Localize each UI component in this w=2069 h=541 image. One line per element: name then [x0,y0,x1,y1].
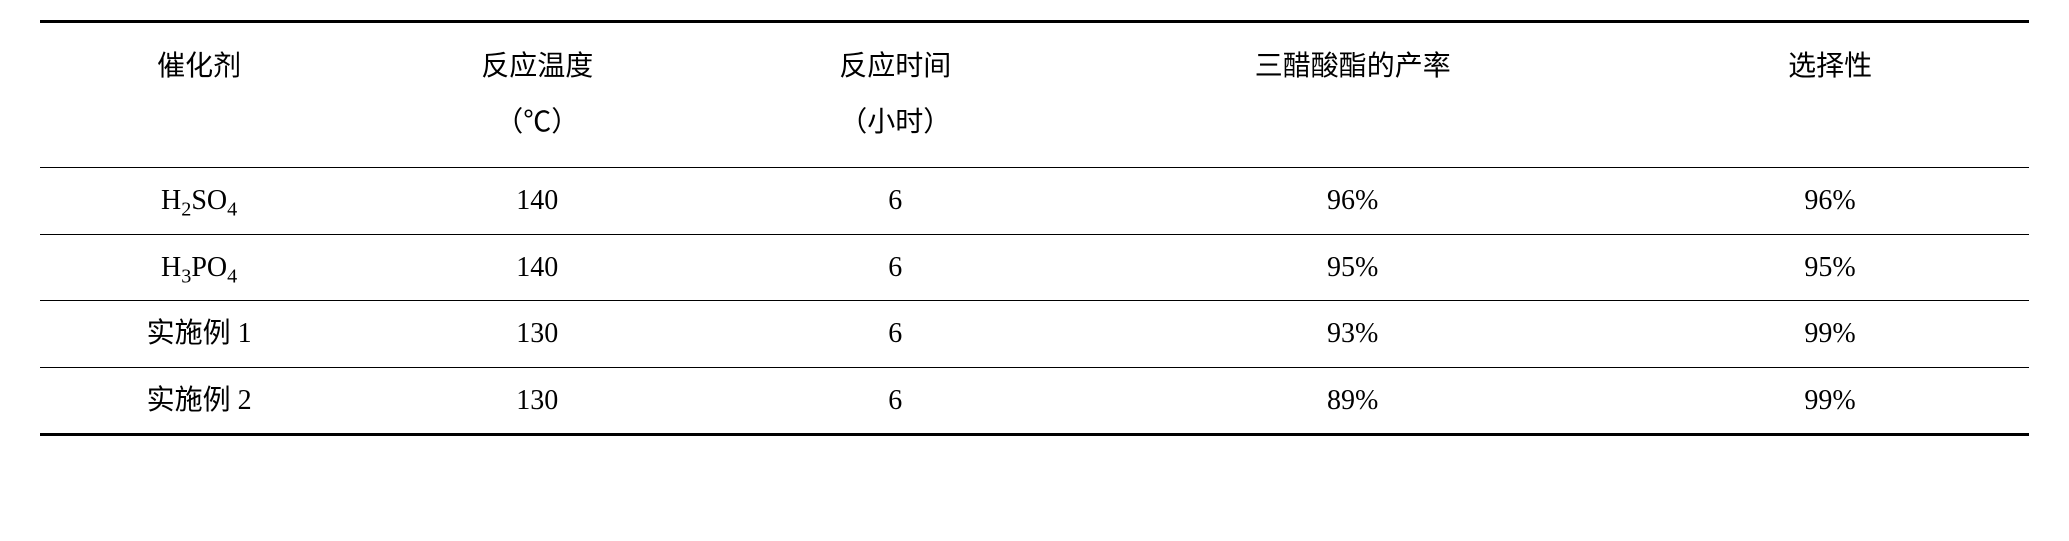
cell-catalyst: H3PO4 [40,234,358,301]
cell-temperature: 140 [358,168,716,235]
header-temperature-line2: （℃） [368,95,706,151]
header-selectivity-line1: 选择性 [1641,39,2019,95]
cell-yield: 89% [1074,367,1631,435]
table-row: 实施例 1 130 6 93% 99% [40,301,2029,368]
cell-temperature: 130 [358,301,716,368]
header-temperature-line1: 反应温度 [368,39,706,95]
header-yield: 三醋酸酯的产率 [1074,22,1631,168]
cell-selectivity: 95% [1631,234,2029,301]
header-time-line1: 反应时间 [726,39,1064,95]
cell-selectivity: 96% [1631,168,2029,235]
cell-time: 6 [716,234,1074,301]
cell-selectivity: 99% [1631,367,2029,435]
cell-temperature: 130 [358,367,716,435]
cell-yield: 96% [1074,168,1631,235]
table-header: 催化剂 反应温度 （℃） 反应时间 （小时） 三醋酸酯的产率 选择性 [40,22,2029,168]
cell-catalyst: 实施例 2 [40,367,358,435]
cell-yield: 95% [1074,234,1631,301]
table-row: 实施例 2 130 6 89% 99% [40,367,2029,435]
header-catalyst: 催化剂 [40,22,358,168]
header-selectivity: 选择性 [1631,22,2029,168]
header-catalyst-line1: 催化剂 [50,39,348,95]
results-table: 催化剂 反应温度 （℃） 反应时间 （小时） 三醋酸酯的产率 选择性 H2SO4 [40,20,2029,436]
cell-temperature: 140 [358,234,716,301]
table-row: H3PO4 140 6 95% 95% [40,234,2029,301]
header-temperature: 反应温度 （℃） [358,22,716,168]
cell-selectivity: 99% [1631,301,2029,368]
cell-time: 6 [716,168,1074,235]
header-time-line2: （小时） [726,95,1064,151]
table-body: H2SO4 140 6 96% 96% H3PO4 140 6 95% 95% … [40,168,2029,435]
cell-catalyst: H2SO4 [40,168,358,235]
header-yield-line1: 三醋酸酯的产率 [1084,39,1621,95]
header-time: 反应时间 （小时） [716,22,1074,168]
cell-yield: 93% [1074,301,1631,368]
header-row: 催化剂 反应温度 （℃） 反应时间 （小时） 三醋酸酯的产率 选择性 [40,22,2029,168]
cell-time: 6 [716,367,1074,435]
cell-catalyst: 实施例 1 [40,301,358,368]
table-row: H2SO4 140 6 96% 96% [40,168,2029,235]
cell-time: 6 [716,301,1074,368]
